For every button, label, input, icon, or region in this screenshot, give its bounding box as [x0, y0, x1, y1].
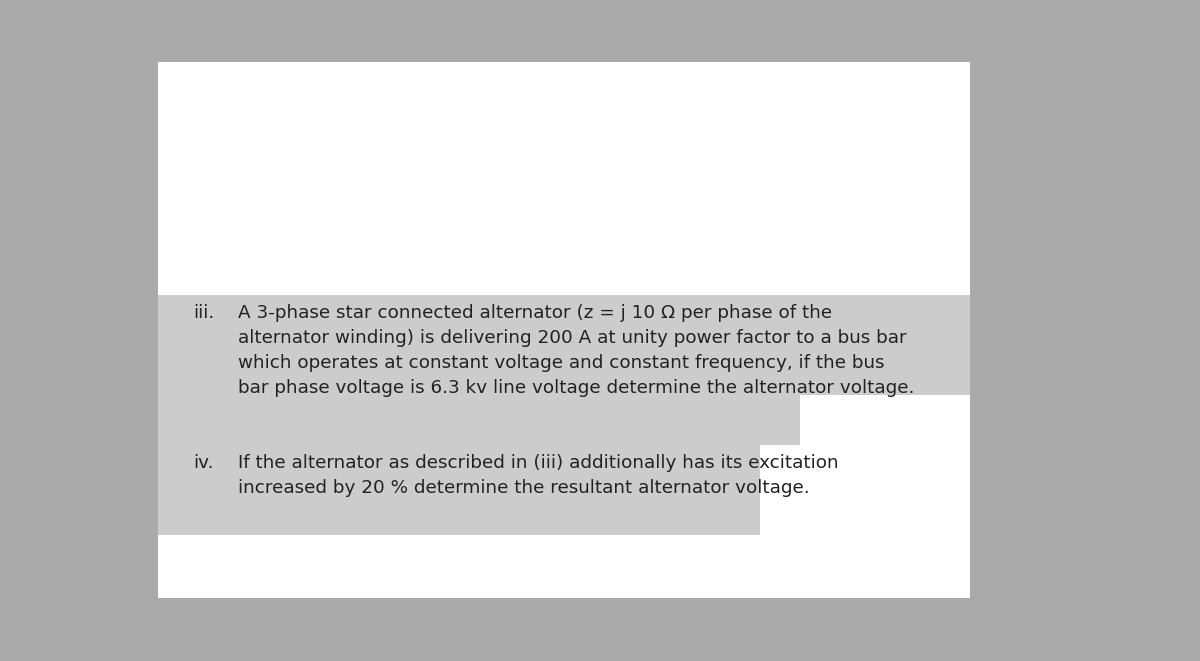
Text: A 3-phase star connected alternator (z = j 10 Ω per phase of the: A 3-phase star connected alternator (z =… — [238, 304, 832, 322]
Bar — [158, 62, 970, 598]
Text: which operates at constant voltage and constant frequency, if the bus: which operates at constant voltage and c… — [238, 354, 884, 372]
Text: iv.: iv. — [193, 454, 214, 472]
Bar — [760, 445, 970, 535]
Bar — [800, 395, 970, 445]
Text: iii.: iii. — [193, 304, 215, 322]
Text: increased by 20 % determine the resultant alternator voltage.: increased by 20 % determine the resultan… — [238, 479, 810, 497]
Bar — [158, 295, 970, 535]
Text: alternator winding) is delivering 200 A at unity power factor to a bus bar: alternator winding) is delivering 200 A … — [238, 329, 907, 347]
Text: bar phase voltage is 6.3 kv line voltage determine the alternator voltage.: bar phase voltage is 6.3 kv line voltage… — [238, 379, 914, 397]
Text: If the alternator as described in (iii) additionally has its excitation: If the alternator as described in (iii) … — [238, 454, 839, 472]
